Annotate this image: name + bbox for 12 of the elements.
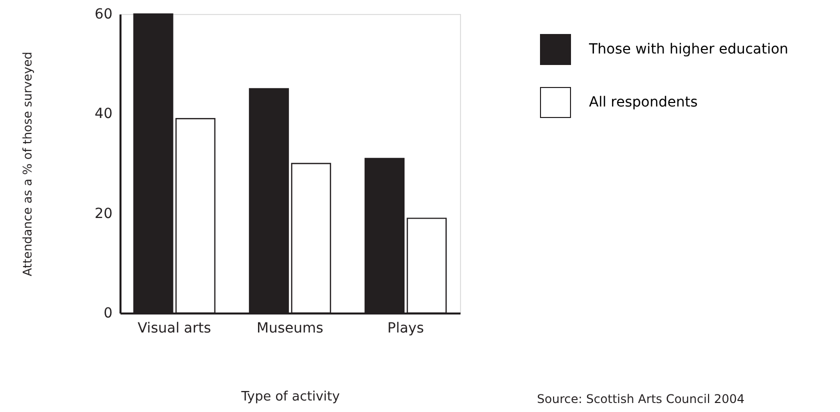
x-tick-label: Visual arts (138, 320, 212, 336)
x-tick-label: Plays (387, 320, 424, 336)
y-axis-title: Attendance as a % of those surveyed (20, 52, 35, 276)
x-axis-title: Type of activity (240, 390, 340, 404)
y-tick-label: 20 (94, 206, 112, 222)
y-tick-label: 40 (94, 106, 112, 122)
source-note: Source: Scottish Arts Council 2004 (537, 392, 745, 406)
legend-label: All respondents (589, 94, 698, 110)
x-tick-label: Museums (256, 320, 324, 336)
y-tick-label: 0 (104, 306, 112, 322)
legend-label: Those with higher education (588, 42, 788, 58)
y-tick-label: 60 (94, 6, 112, 22)
